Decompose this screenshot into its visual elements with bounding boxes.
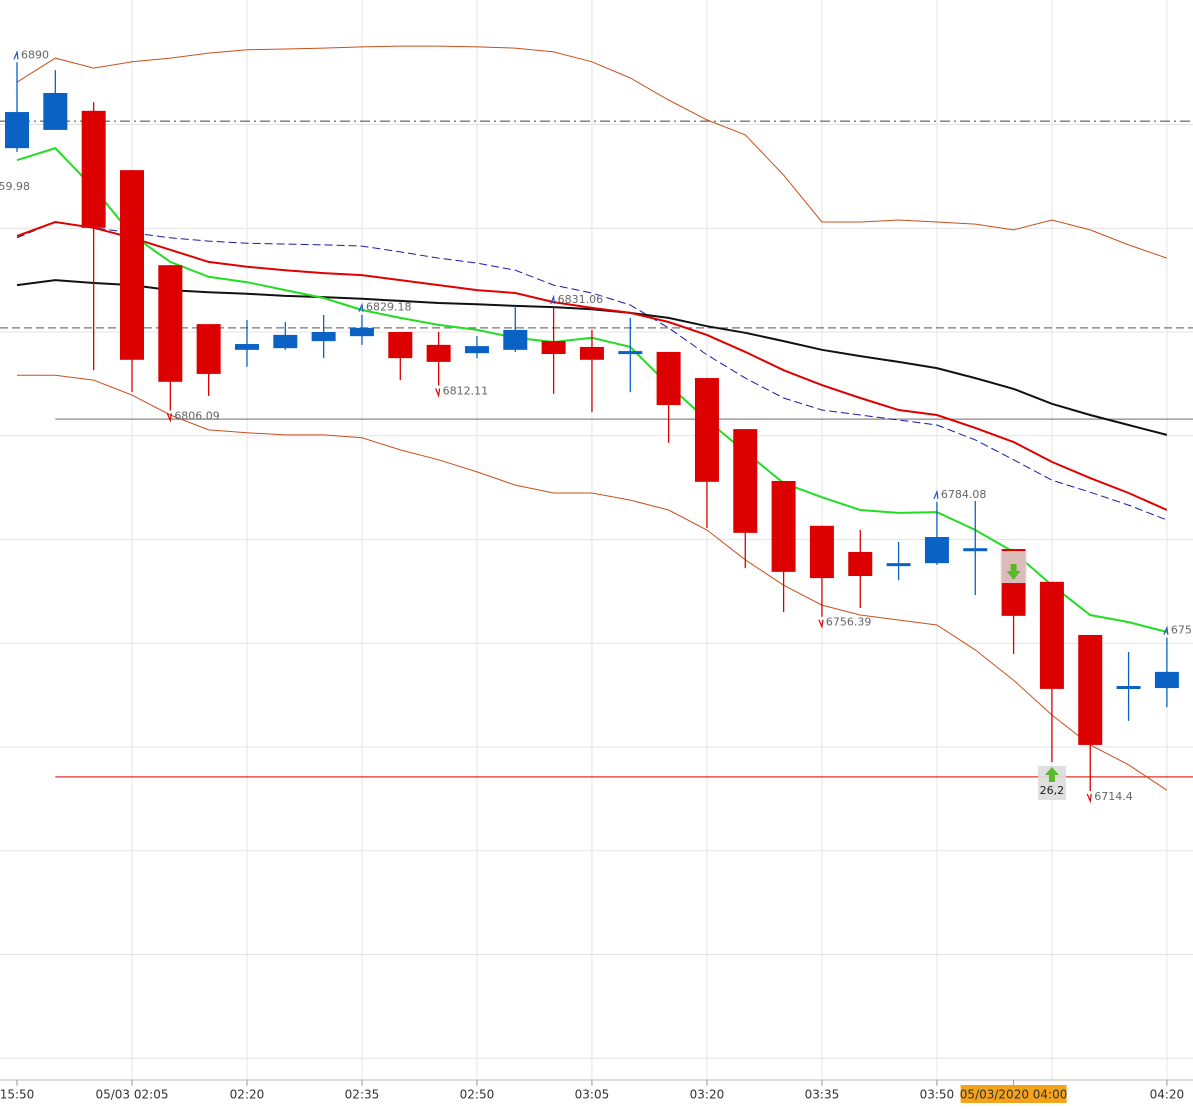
x-tick-label: 02:50 <box>460 1088 495 1102</box>
candle-body <box>1116 685 1141 689</box>
x-tick-label: 05/03 02:05 <box>95 1088 168 1102</box>
candle-body <box>579 346 604 360</box>
high-label: 6784.08 <box>941 488 987 501</box>
candle-body <box>618 351 643 355</box>
high-marker <box>933 489 939 500</box>
x-tick-label: 05/03/2020 04:00 <box>960 1088 1068 1102</box>
high-label: 6831.06 <box>558 293 604 306</box>
low-label: 6714.4 <box>1094 790 1133 803</box>
x-tick-label: 03:50 <box>920 1088 955 1102</box>
low-label: 6806.09 <box>174 409 220 422</box>
candle-body <box>541 341 566 354</box>
high-marker <box>550 294 556 305</box>
candle-body <box>426 344 451 362</box>
candle-body <box>656 351 681 406</box>
trade-label: 26,2 <box>1040 784 1065 797</box>
candle-body <box>1039 581 1064 689</box>
candle-body <box>388 332 413 359</box>
candle-body <box>848 551 873 577</box>
candle-body <box>349 327 374 337</box>
x-tick-label: 15:50 <box>0 1088 34 1102</box>
x-tick-label: 02:20 <box>230 1088 265 1102</box>
high-marker <box>1163 625 1169 635</box>
candle-body <box>771 480 796 572</box>
high-label: 6751.34 <box>1171 624 1193 637</box>
candle-body <box>733 429 758 533</box>
crosshair-label-bg <box>960 1085 1067 1103</box>
candle-body <box>694 378 719 482</box>
high-marker <box>358 302 364 312</box>
high-label: 6829.18 <box>366 301 412 314</box>
candle-body <box>234 344 259 350</box>
candle-body <box>119 170 144 360</box>
sell-arrow <box>1006 564 1021 581</box>
candle-body <box>5 112 29 149</box>
candle-body <box>311 332 336 342</box>
indicator-line <box>16 45 1168 259</box>
x-tick-label: 03:05 <box>575 1088 610 1102</box>
buy-arrow <box>1044 766 1059 782</box>
candle-body <box>924 537 949 564</box>
candle-body <box>1078 634 1103 745</box>
x-axis: 15:50 05/03 02:05 02:20 02:35 02:50 03:05 03:2… <box>0 1079 1193 1109</box>
indicator-line <box>17 374 1168 791</box>
indicator-line <box>16 220 1168 511</box>
x-tick-label: 03:20 <box>690 1088 725 1102</box>
candle-body <box>503 329 528 350</box>
x-tick-label: 02:35 <box>345 1088 380 1102</box>
low-marker <box>1086 793 1092 804</box>
candle-body <box>43 92 68 130</box>
candle-body <box>196 324 221 374</box>
candle-body <box>81 110 106 228</box>
high-label: 6890 <box>21 48 49 61</box>
low-label: 6756.39 <box>826 616 872 629</box>
low-marker <box>818 619 824 629</box>
x-tick-label: 03:35 <box>805 1088 840 1102</box>
low-marker <box>166 413 172 423</box>
candle-body <box>963 548 988 552</box>
low-label: 6812.11 <box>443 384 489 397</box>
candle-body <box>464 346 489 354</box>
low-marker <box>435 388 441 398</box>
candle-body <box>809 525 834 579</box>
indicator-line <box>16 279 1168 436</box>
candle-body <box>273 334 298 349</box>
high-marker <box>13 50 19 60</box>
indicator-line <box>16 221 1168 521</box>
candle-body <box>1154 671 1179 689</box>
candle-body <box>158 265 183 382</box>
x-tick-label: 04:20 <box>1150 1088 1185 1102</box>
edge-label: 6859.98 <box>0 180 30 193</box>
candle-body <box>886 563 911 567</box>
